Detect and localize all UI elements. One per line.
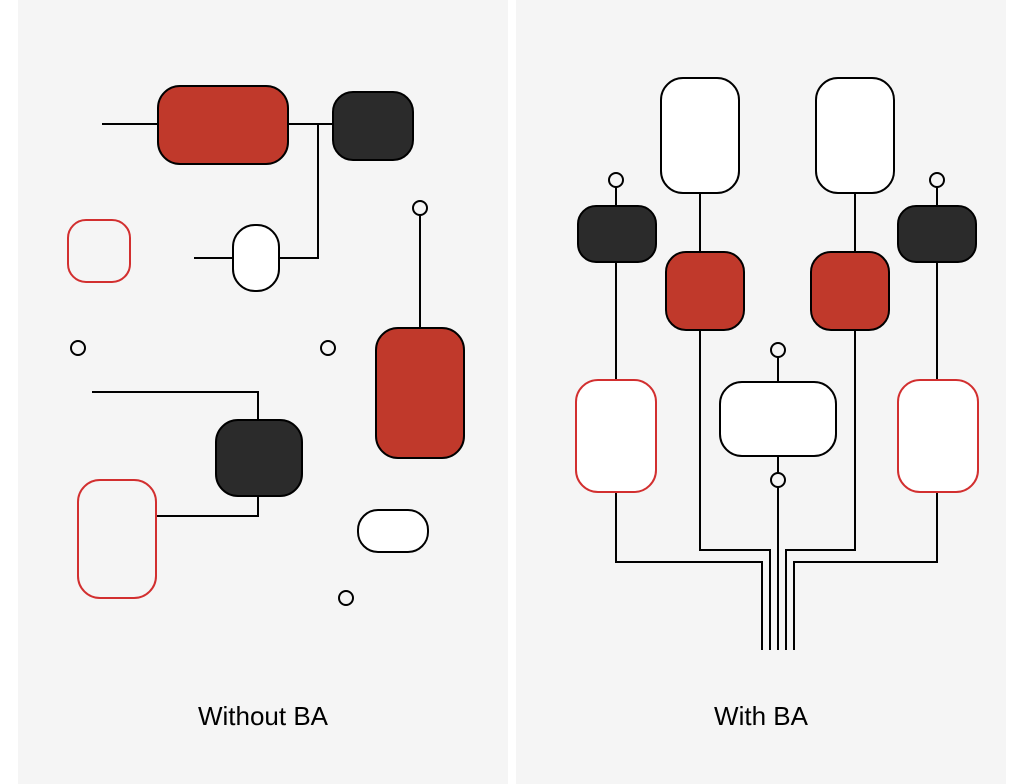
- bottom-white-outline: [78, 480, 156, 598]
- caption-without-ba: Without BA: [18, 701, 508, 732]
- panel-with-ba: With BA: [516, 0, 1006, 784]
- top-dark-rect: [333, 92, 413, 160]
- dot-top-right: [413, 201, 427, 215]
- dot-center: [771, 343, 785, 357]
- top-white-right: [816, 78, 894, 193]
- low-white-right: [898, 380, 978, 492]
- ln-bottom-L: [92, 392, 258, 420]
- mid-white-outline: [68, 220, 130, 282]
- right-red-rect: [376, 328, 464, 458]
- dot-bottom: [339, 591, 353, 605]
- mid-white-pill: [233, 225, 279, 291]
- caption-with-ba: With BA: [516, 701, 1006, 732]
- diagram-without-ba: [18, 0, 508, 784]
- bottom-white-pill: [358, 510, 428, 552]
- dot-below: [771, 473, 785, 487]
- center-white: [720, 382, 836, 456]
- dot-mid-left: [71, 341, 85, 355]
- ln-dark-down2: [156, 496, 258, 516]
- dark-right: [898, 206, 976, 262]
- dot-far-left: [609, 173, 623, 187]
- dot-mid-right: [321, 341, 335, 355]
- red-right: [811, 252, 889, 330]
- bottom-dark-rect: [216, 420, 302, 496]
- trunk-4: [786, 330, 855, 650]
- top-red-rect: [158, 86, 288, 164]
- page: Without BA With BA: [0, 0, 1024, 784]
- dot-far-right: [930, 173, 944, 187]
- dark-left: [578, 206, 656, 262]
- panel-without-ba: Without BA: [18, 0, 508, 784]
- low-white-left: [576, 380, 656, 492]
- trunk-2: [700, 330, 770, 650]
- diagram-with-ba: [516, 0, 1006, 784]
- red-left: [666, 252, 744, 330]
- top-white-left: [661, 78, 739, 193]
